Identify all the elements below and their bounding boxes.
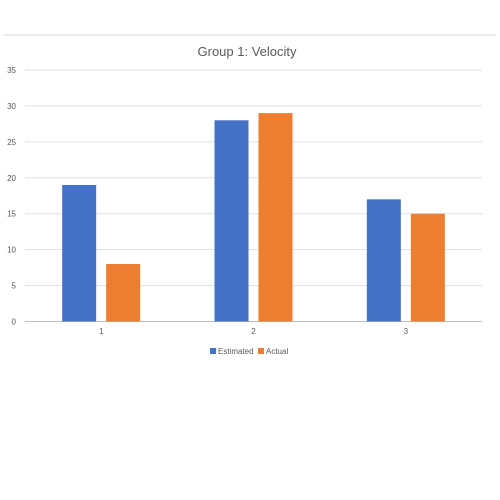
bar-actual-3 xyxy=(410,213,445,322)
legend-label-actual: Actual xyxy=(266,347,288,356)
y-tick-label: 20 xyxy=(7,174,16,183)
y-tick-label: 0 xyxy=(12,318,17,327)
bar-actual-2 xyxy=(258,113,293,322)
y-tick-label: 25 xyxy=(7,138,16,147)
y-tick-label: 5 xyxy=(12,282,17,291)
y-axis-tick-labels: 0 5 10 15 20 25 30 35 xyxy=(7,66,16,327)
y-tick-label: 35 xyxy=(7,66,16,75)
y-tick-label: 30 xyxy=(7,102,16,111)
legend: Estimated Actual xyxy=(210,347,288,356)
legend-label-estimated: Estimated xyxy=(218,347,254,356)
bar-estimated-1 xyxy=(62,184,97,322)
legend-swatch-estimated xyxy=(210,348,216,354)
bars xyxy=(62,113,445,322)
chart-title: Group 1: Velocity xyxy=(198,44,297,59)
y-tick-label: 15 xyxy=(7,210,16,219)
bar-estimated-2 xyxy=(214,120,249,322)
x-tick-label: 3 xyxy=(404,327,409,336)
y-gridlines xyxy=(25,69,482,322)
x-tick-label: 2 xyxy=(251,327,256,336)
x-axis-tick-labels: 1 2 3 xyxy=(99,327,409,336)
y-tick-label: 10 xyxy=(7,246,16,255)
legend-swatch-actual xyxy=(258,348,264,354)
x-tick-label: 1 xyxy=(99,327,104,336)
bar-actual-1 xyxy=(106,264,141,322)
bar-estimated-3 xyxy=(366,199,401,322)
